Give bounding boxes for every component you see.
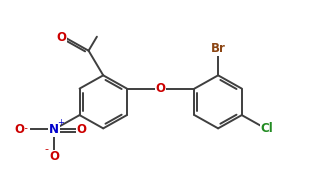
Text: -: - xyxy=(45,144,49,154)
Text: -: - xyxy=(23,123,27,133)
Text: O: O xyxy=(156,82,166,95)
Text: Cl: Cl xyxy=(261,122,273,135)
Text: O: O xyxy=(77,123,87,136)
Text: O: O xyxy=(57,31,67,44)
Text: +: + xyxy=(57,118,64,127)
Text: N: N xyxy=(49,123,59,136)
Text: O: O xyxy=(15,123,25,136)
Text: O: O xyxy=(49,150,59,163)
Text: Br: Br xyxy=(211,42,225,55)
